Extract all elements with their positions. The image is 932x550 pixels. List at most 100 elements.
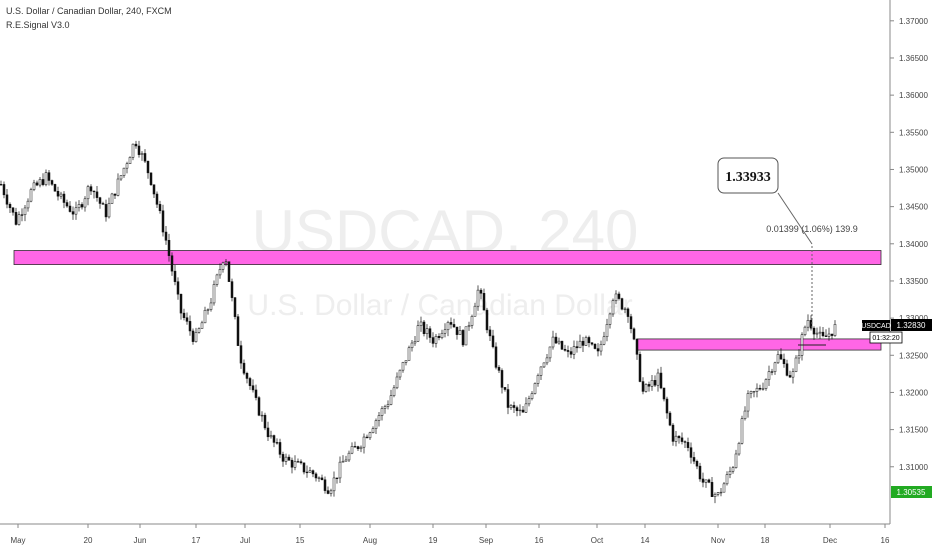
- price-tick-label: 1.32500: [899, 351, 928, 360]
- candle: [26, 198, 30, 212]
- candle: [734, 449, 738, 469]
- candle: [233, 296, 237, 320]
- candle: [179, 293, 183, 320]
- candle: [197, 327, 201, 334]
- candle: [662, 387, 666, 402]
- candle: [548, 346, 552, 362]
- last-price-box: [891, 319, 932, 331]
- time-tick-label: 14: [641, 536, 650, 545]
- candle: [608, 312, 612, 329]
- candle: [143, 149, 147, 163]
- candle: [80, 202, 84, 210]
- candle: [446, 320, 450, 337]
- price-tick-label: 1.34000: [899, 240, 928, 249]
- price-tick-label: 1.31000: [899, 463, 928, 472]
- time-tick-label: Oct: [591, 536, 604, 545]
- candle: [737, 441, 741, 456]
- candle: [263, 412, 267, 431]
- candle: [425, 324, 429, 340]
- zones-layer: [13, 250, 882, 351]
- time-axis[interactable]: May 20 Jun 17 Jul 15 Aug 19 Sep 16 Oct 14 Nov 18 Dec 16: [10, 524, 890, 545]
- candle: [176, 277, 180, 300]
- candle: [32, 179, 36, 192]
- lower-zone[interactable]: [636, 338, 882, 351]
- candle: [584, 335, 588, 346]
- candle: [539, 366, 543, 380]
- candle: [188, 315, 192, 336]
- candle: [680, 432, 684, 445]
- candle: [59, 191, 63, 200]
- candle: [599, 340, 603, 356]
- price-tick-label: 1.31500: [899, 426, 928, 435]
- candle: [347, 450, 351, 462]
- candle: [242, 359, 246, 376]
- candle: [704, 479, 708, 488]
- time-tick-label: 20: [84, 536, 93, 545]
- candle: [47, 169, 51, 186]
- candle: [434, 333, 438, 348]
- candle: [626, 307, 630, 323]
- candle: [572, 340, 576, 360]
- callout-box[interactable]: [717, 157, 779, 194]
- candle: [617, 291, 621, 301]
- candle: [461, 329, 465, 347]
- candle: [125, 161, 129, 174]
- time-tick-label: 17: [192, 536, 201, 545]
- candle: [665, 396, 669, 419]
- candle: [146, 160, 150, 179]
- candle: [194, 327, 198, 343]
- price-axis[interactable]: 1.37000 1.36500 1.36000 1.35500 1.35000 1.345…: [890, 17, 928, 472]
- candle: [482, 288, 486, 311]
- candle: [494, 342, 498, 370]
- indicator-name[interactable]: R.E.Signal V3.0: [6, 20, 70, 30]
- candle: [752, 390, 756, 398]
- measure-label: 0.01399 (1.06%) 139.9: [766, 224, 858, 234]
- candle: [257, 396, 261, 417]
- candle: [473, 302, 477, 317]
- price-tick-label: 1.32000: [899, 388, 928, 397]
- candle: [692, 451, 696, 465]
- candle: [272, 434, 276, 448]
- candle: [74, 201, 78, 220]
- countdown-value: 01:32:20: [872, 335, 899, 342]
- candle: [740, 415, 744, 445]
- candle: [464, 326, 468, 346]
- upper-zone[interactable]: [13, 250, 882, 266]
- candle: [248, 376, 252, 390]
- candle: [530, 391, 534, 401]
- candle: [290, 457, 294, 474]
- candle: [50, 179, 54, 186]
- candle: [524, 397, 528, 414]
- candle: [470, 314, 474, 329]
- candle: [329, 488, 333, 497]
- candle: [71, 206, 75, 220]
- candle: [455, 326, 459, 340]
- candle: [758, 384, 762, 391]
- price-tick-label: 1.33500: [899, 277, 928, 286]
- candle: [152, 184, 156, 199]
- candle: [218, 263, 222, 279]
- candle: [689, 442, 693, 464]
- time-tick-label: 15: [296, 536, 305, 545]
- candle: [749, 390, 753, 399]
- candle: [593, 343, 597, 350]
- candle: [107, 197, 111, 219]
- candle: [326, 486, 330, 495]
- candle: [818, 326, 822, 340]
- price-tick-label: 1.36500: [899, 54, 928, 63]
- candle: [113, 193, 117, 199]
- candle: [137, 140, 141, 158]
- candle: [83, 196, 87, 212]
- candle: [44, 169, 48, 187]
- candle: [719, 488, 723, 497]
- candle: [428, 326, 432, 343]
- candle: [746, 390, 750, 418]
- candle: [161, 204, 165, 237]
- candle: [8, 202, 12, 214]
- candle: [284, 453, 288, 465]
- candle: [542, 362, 546, 369]
- candle: [656, 368, 660, 392]
- candle: [350, 442, 354, 455]
- candle: [833, 320, 837, 337]
